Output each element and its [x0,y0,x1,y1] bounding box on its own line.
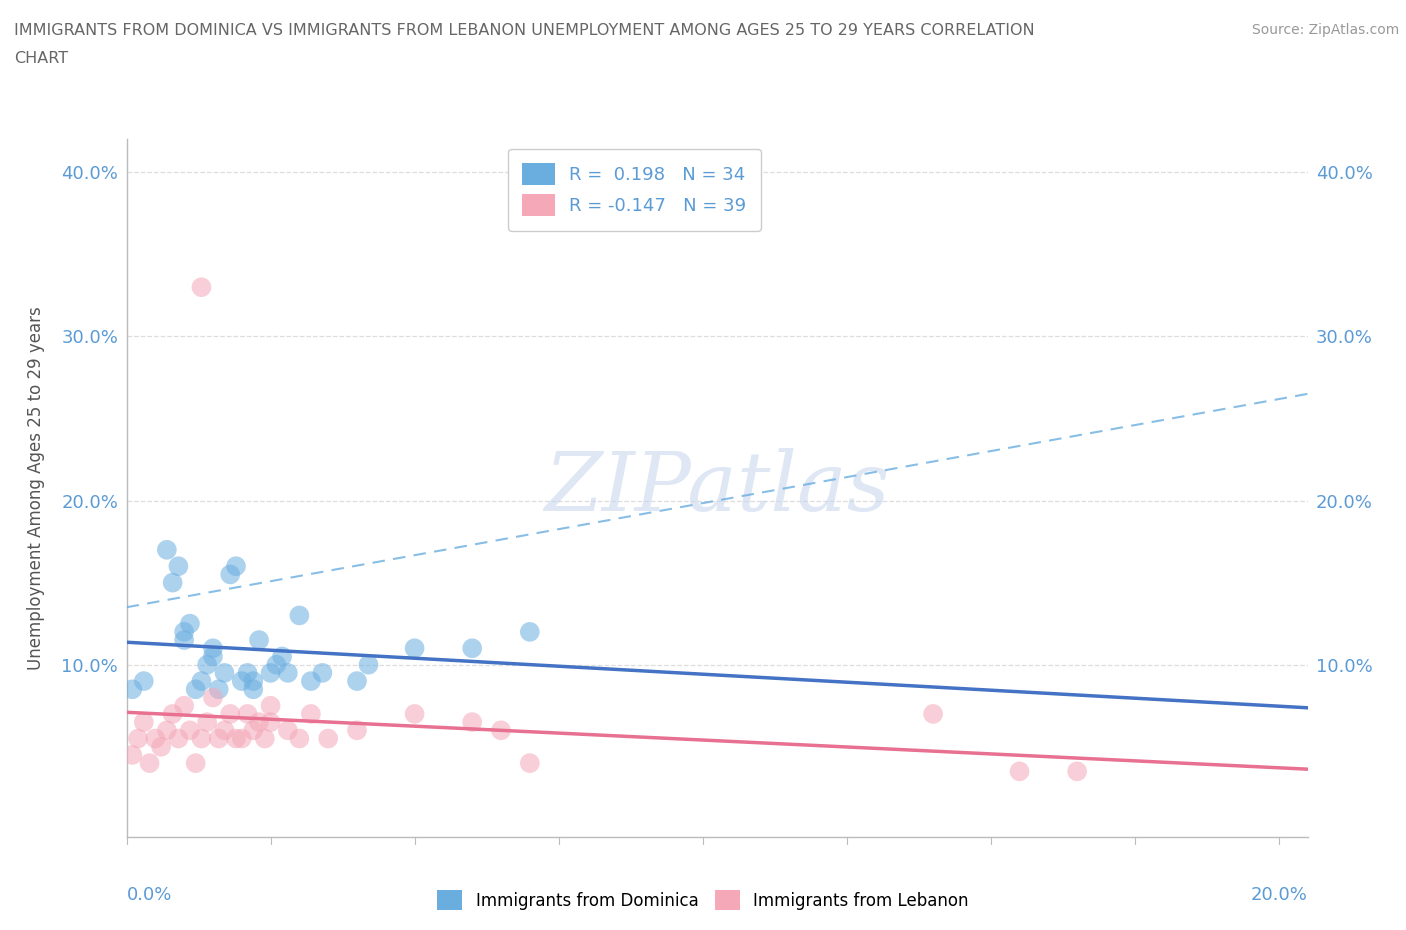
Point [127,731,149,746]
Point [247,632,270,647]
Point [247,714,270,729]
Point [242,682,264,697]
Point [201,690,224,705]
Text: IMMIGRANTS FROM DOMINICA VS IMMIGRANTS FROM LEBANON UNEMPLOYMENT AMONG AGES 25 T: IMMIGRANTS FROM DOMINICA VS IMMIGRANTS F… [14,23,1035,38]
Point [167,731,190,746]
Point [277,666,299,681]
Point [132,673,155,688]
Point [404,707,426,722]
Point [266,658,288,672]
Point [214,723,236,737]
Text: Source: ZipAtlas.com: Source: ZipAtlas.com [1251,23,1399,37]
Point [208,682,231,697]
Point [489,723,512,737]
Point [195,714,218,729]
Point [357,658,380,672]
Point [201,649,224,664]
Point [231,731,253,746]
Point [461,641,484,656]
Point [173,698,195,713]
Point [156,542,179,557]
Point [299,673,322,688]
Point [519,624,541,639]
Point [167,559,190,574]
Point [259,666,281,681]
Point [190,731,212,746]
Point [404,641,426,656]
Legend: Immigrants from Dominica, Immigrants from Lebanon: Immigrants from Dominica, Immigrants fro… [430,884,976,917]
Point [162,575,184,590]
Legend: R =  0.198   N = 34, R = -0.147   N = 39: R = 0.198 N = 34, R = -0.147 N = 39 [508,149,761,231]
Point [922,707,945,722]
Point [132,714,155,729]
Point [143,731,166,746]
Point [346,723,368,737]
Point [461,714,484,729]
Point [1008,764,1031,778]
Point [259,698,281,713]
Point [236,707,259,722]
Point [173,632,195,647]
Text: 20.0%: 20.0% [1251,885,1308,904]
Point [179,617,201,631]
Point [242,673,264,688]
Point [156,723,179,737]
Point [225,559,247,574]
Point [190,280,212,295]
Point [219,707,242,722]
Point [184,756,207,771]
Point [190,673,212,688]
Point [299,707,322,722]
Point [214,666,236,681]
Point [179,723,201,737]
Point [346,673,368,688]
Point [184,682,207,697]
Point [225,731,247,746]
Point [288,731,311,746]
Point [162,707,184,722]
Point [150,739,173,754]
Point [236,666,259,681]
Point [231,673,253,688]
Point [253,731,276,746]
Point [271,649,294,664]
Point [277,723,299,737]
Point [1066,764,1088,778]
Point [121,748,143,763]
Text: 0.0%: 0.0% [127,885,172,904]
Point [311,666,333,681]
Point [219,567,242,582]
Y-axis label: Unemployment Among Ages 25 to 29 years: Unemployment Among Ages 25 to 29 years [27,306,45,671]
Point [121,682,143,697]
Point [201,641,224,656]
Point [173,624,195,639]
Point [208,731,231,746]
Point [195,658,218,672]
Point [316,731,339,746]
Point [242,723,264,737]
Point [259,714,281,729]
Point [138,756,160,771]
Point [288,608,311,623]
Text: CHART: CHART [14,51,67,66]
Text: ZIPatlas: ZIPatlas [544,448,890,528]
Point [519,756,541,771]
